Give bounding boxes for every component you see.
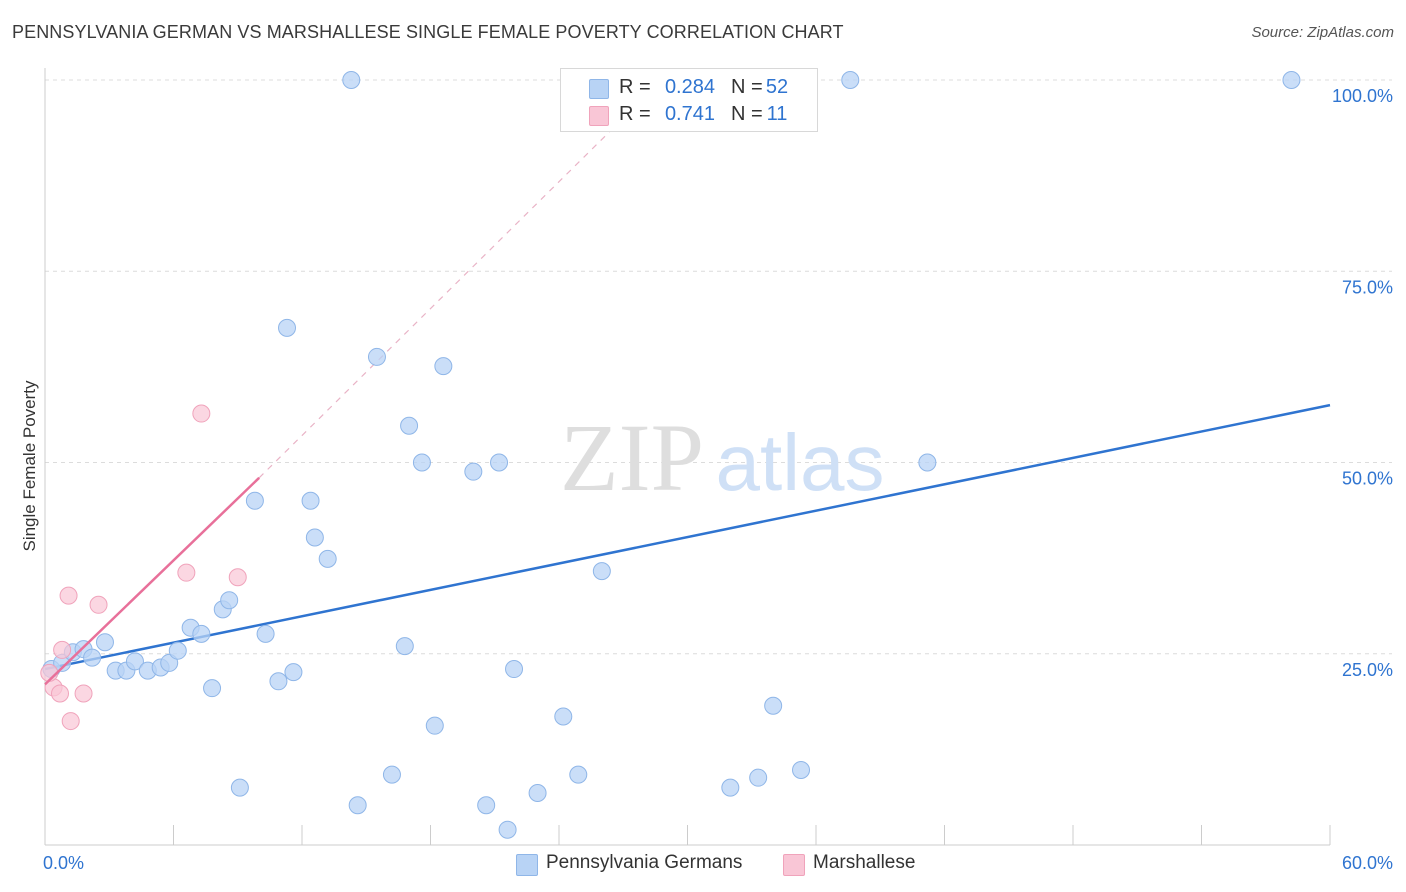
legend-n-value: 11 (766, 103, 788, 125)
legend-r-label: R = (619, 76, 651, 98)
legend-row-pennsylvania-germans: R = 0.284 N = 52 (561, 73, 817, 101)
legend-n-label: N = (731, 103, 763, 125)
point-pennsylvania-germans (382, 765, 401, 784)
point-pennsylvania-germans (395, 637, 414, 656)
watermark-atlas: atlas (716, 418, 885, 507)
point-pennsylvania-germans (192, 624, 211, 643)
point-pennsylvania-germans (569, 765, 588, 784)
point-marshallese (59, 586, 78, 605)
point-pennsylvania-germans (318, 549, 337, 568)
point-pennsylvania-germans (490, 453, 509, 472)
point-pennsylvania-germans (1282, 71, 1301, 89)
stats-legend: R = 0.284 N = 52 R = 0.741 N = 11 (560, 68, 818, 132)
point-pennsylvania-germans (348, 796, 367, 815)
legend-swatch-pink (589, 106, 609, 126)
point-pennsylvania-germans (918, 453, 937, 472)
point-pennsylvania-germans (278, 318, 297, 337)
watermark-zip: ZIP (560, 404, 704, 511)
point-pennsylvania-germans (464, 462, 483, 481)
point-marshallese (228, 568, 247, 587)
point-pennsylvania-germans (168, 641, 187, 660)
chart-title: PENNSYLVANIA GERMAN VS MARSHALLESE SINGL… (12, 22, 844, 42)
legend-r-value: 0.284 (664, 76, 715, 98)
point-pennsylvania-germans (220, 591, 239, 610)
data-points (40, 71, 1301, 839)
y-tick-label: 75.0% (1342, 277, 1393, 297)
point-pennsylvania-germans (400, 416, 419, 435)
bottom-legend-swatch-blue (516, 854, 538, 876)
point-pennsylvania-germans (592, 562, 611, 581)
axes (44, 68, 1331, 846)
point-pennsylvania-germans (528, 783, 547, 802)
bottom-legend-swatch-pink (783, 854, 805, 876)
point-pennsylvania-germans (203, 679, 222, 698)
point-pennsylvania-germans (284, 663, 303, 682)
point-pennsylvania-germans (764, 696, 783, 715)
legend-n-value: 52 (765, 76, 789, 98)
point-pennsylvania-germans (841, 71, 860, 89)
y-tick-label: 100.0% (1332, 86, 1393, 106)
legend-r-label: R = (619, 103, 651, 125)
point-pennsylvania-germans (434, 357, 453, 376)
watermark: ZIP atlas (560, 404, 884, 511)
point-pennsylvania-germans (749, 768, 768, 787)
point-pennsylvania-germans (498, 820, 517, 839)
point-marshallese (61, 712, 80, 731)
point-pennsylvania-germans (83, 648, 102, 667)
tick-labels: 25.0% 50.0% 75.0% 100.0% 0.0% 60.0% (43, 86, 1393, 873)
point-pennsylvania-germans (367, 347, 386, 366)
y-tick-label: 50.0% (1342, 469, 1393, 489)
point-pennsylvania-germans (412, 453, 431, 472)
trend-line-pennsylvania-germans (44, 403, 1331, 671)
point-marshallese (74, 684, 93, 703)
legend-row-marshallese: R = 0.741 N = 11 (561, 100, 817, 128)
point-pennsylvania-germans (477, 796, 496, 815)
legend-swatch-blue (589, 79, 609, 99)
point-pennsylvania-germans (125, 652, 144, 671)
trend-lines (44, 117, 1331, 671)
x-tick-label: 60.0% (1342, 853, 1393, 873)
point-marshallese (177, 563, 196, 582)
bottom-legend-label: Pennsylvania Germans (546, 852, 743, 873)
point-pennsylvania-germans (721, 778, 740, 797)
point-pennsylvania-germans (425, 716, 444, 735)
point-pennsylvania-germans (792, 761, 811, 780)
bottom-legend-label: Marshallese (813, 852, 916, 873)
point-pennsylvania-germans (230, 778, 249, 797)
trend-extension-marshallese (258, 117, 624, 479)
point-pennsylvania-germans (342, 71, 361, 89)
point-marshallese (53, 640, 72, 659)
point-marshallese (50, 684, 69, 703)
grid-lines (45, 79, 1392, 655)
point-pennsylvania-germans (160, 653, 179, 672)
point-marshallese (192, 404, 211, 423)
point-pennsylvania-germans (305, 528, 324, 547)
point-pennsylvania-germans (505, 660, 524, 679)
source-label: Source: ZipAtlas.com (1251, 24, 1394, 41)
x-tick-label: 0.0% (43, 853, 84, 873)
point-pennsylvania-germans (269, 672, 288, 691)
point-pennsylvania-germans (95, 633, 114, 652)
y-axis-label: Single Female Poverty (20, 380, 39, 552)
y-tick-label: 25.0% (1342, 660, 1393, 680)
legend-n-label: N = (731, 76, 763, 98)
point-pennsylvania-germans (554, 707, 573, 726)
trend-line-marshallese (44, 476, 261, 686)
point-pennsylvania-germans (256, 624, 275, 643)
point-pennsylvania-germans (245, 491, 264, 510)
legend-r-value: 0.741 (664, 103, 715, 125)
point-pennsylvania-germans (301, 491, 320, 510)
point-marshallese (89, 595, 108, 614)
